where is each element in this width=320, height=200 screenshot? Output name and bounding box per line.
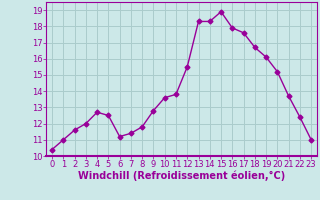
X-axis label: Windchill (Refroidissement éolien,°C): Windchill (Refroidissement éolien,°C): [78, 171, 285, 181]
